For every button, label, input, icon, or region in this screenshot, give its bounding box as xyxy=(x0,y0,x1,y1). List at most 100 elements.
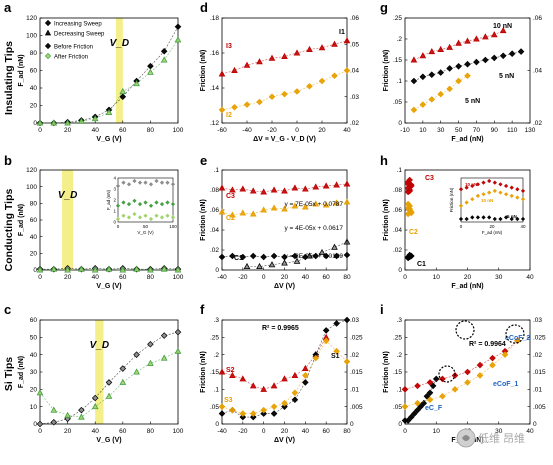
inset-point xyxy=(503,183,509,189)
data-point xyxy=(229,371,236,378)
data-point xyxy=(406,187,413,195)
x-tick-label: -60 xyxy=(217,127,227,134)
inset-point xyxy=(132,211,137,217)
y-tick-label: .2 xyxy=(214,352,220,359)
panel-letter: a xyxy=(4,0,12,15)
data-point xyxy=(414,406,421,414)
y-tick-label: .25 xyxy=(393,335,402,342)
x-tick-label: -40 xyxy=(217,274,227,281)
annotation: S1 xyxy=(331,353,340,360)
data-point xyxy=(404,180,412,188)
inset-point xyxy=(515,195,520,200)
data-point xyxy=(428,47,436,55)
annotation: C3 xyxy=(425,175,434,182)
data-point xyxy=(464,60,471,68)
data-point xyxy=(260,253,267,261)
data-point xyxy=(147,68,154,75)
inset-point xyxy=(148,203,154,208)
plot-frame xyxy=(221,17,348,124)
data-point xyxy=(270,403,278,410)
panel-letter: h xyxy=(380,153,388,168)
x-tick-label: 0 xyxy=(262,274,266,281)
annotation: C2 xyxy=(409,229,418,236)
annotation: C3 xyxy=(226,193,235,200)
inset-x-tick-label: 50 xyxy=(143,224,149,229)
y2-tick-label: .01 xyxy=(533,387,542,394)
data-point xyxy=(160,265,168,272)
data-point xyxy=(36,389,44,396)
y-tick-label: .16 xyxy=(210,50,219,57)
vd-band-label: V_D xyxy=(110,38,129,49)
inset-point xyxy=(148,216,154,222)
y-tick-label: 120 xyxy=(26,167,37,174)
series-line xyxy=(413,30,504,61)
y-tick-label: 10 xyxy=(30,404,38,411)
y-tick-label: .06 xyxy=(210,207,219,214)
x-tick-label: 40 xyxy=(526,428,534,435)
y-axis-label: Friction (nN) xyxy=(383,199,390,241)
y-tick-label: 20 xyxy=(30,103,38,110)
x-tick-label: 60 xyxy=(119,274,127,281)
data-point xyxy=(464,37,471,44)
data-point xyxy=(270,204,278,211)
annotation: I2 xyxy=(226,112,232,119)
y2-tick-label: .03 xyxy=(350,94,359,101)
data-point xyxy=(270,382,278,389)
x-tick-label: 90 xyxy=(491,127,499,134)
data-point xyxy=(256,262,263,270)
x-tick-label: 80 xyxy=(343,428,351,435)
inset-point xyxy=(159,180,165,185)
inset-y-label: Friction (nN) xyxy=(449,187,454,212)
inset-annotation: 10 nN xyxy=(481,198,493,203)
data-point xyxy=(306,82,313,90)
data-point xyxy=(499,26,507,34)
data-point xyxy=(260,410,267,417)
data-point xyxy=(174,347,182,354)
data-point xyxy=(64,411,71,418)
inset-point xyxy=(481,215,486,220)
x-axis-label: V_G (V) xyxy=(96,437,121,444)
annotation: R² = 0.9964 xyxy=(469,341,506,348)
annotation: S3 xyxy=(224,397,233,404)
data-point xyxy=(78,117,85,124)
data-point xyxy=(133,79,140,87)
x-tick-label: 40 xyxy=(92,428,100,435)
y2-tick-label: .025 xyxy=(350,335,363,342)
inset-point xyxy=(170,202,176,207)
data-point xyxy=(160,47,168,55)
inset-point xyxy=(154,200,159,205)
y2-tick-label: .02 xyxy=(533,120,542,127)
data-point xyxy=(414,399,421,407)
data-point xyxy=(333,320,340,327)
inset-point xyxy=(470,183,475,189)
x-tick-label: 10 xyxy=(433,274,441,281)
vd-band xyxy=(115,18,123,123)
panel-d: d -60 -40 -20 0 20 40 .12 .14 .16 .18 .02 .03 .04 .05.… xyxy=(200,0,359,270)
inset-point xyxy=(492,188,497,194)
data-point xyxy=(133,351,140,358)
x-tick-label: 0 xyxy=(295,127,299,134)
data-point xyxy=(291,252,299,260)
data-point xyxy=(302,203,309,210)
y-tick-label: 50 xyxy=(30,335,38,342)
data-point xyxy=(231,103,238,111)
data-point xyxy=(490,31,498,38)
data-point xyxy=(160,332,168,339)
y-tick-label: 20 xyxy=(30,387,38,394)
plot-frame xyxy=(39,319,179,425)
y-tick-label: .08 xyxy=(393,187,402,194)
data-point xyxy=(218,253,226,261)
x-tick-label: 60 xyxy=(323,428,331,435)
x-tick-label: -20 xyxy=(267,127,277,134)
y-tick-label: 40 xyxy=(30,234,38,241)
data-point xyxy=(281,90,288,98)
inset-y-tick-label: 3 xyxy=(113,187,116,192)
y-tick-label: .08 xyxy=(210,187,219,194)
inset-x-tick-label: 40 xyxy=(520,224,526,229)
y-tick-label: .05 xyxy=(210,404,219,411)
inset-point xyxy=(165,213,170,218)
data-point xyxy=(174,36,182,43)
data-point xyxy=(333,252,340,260)
